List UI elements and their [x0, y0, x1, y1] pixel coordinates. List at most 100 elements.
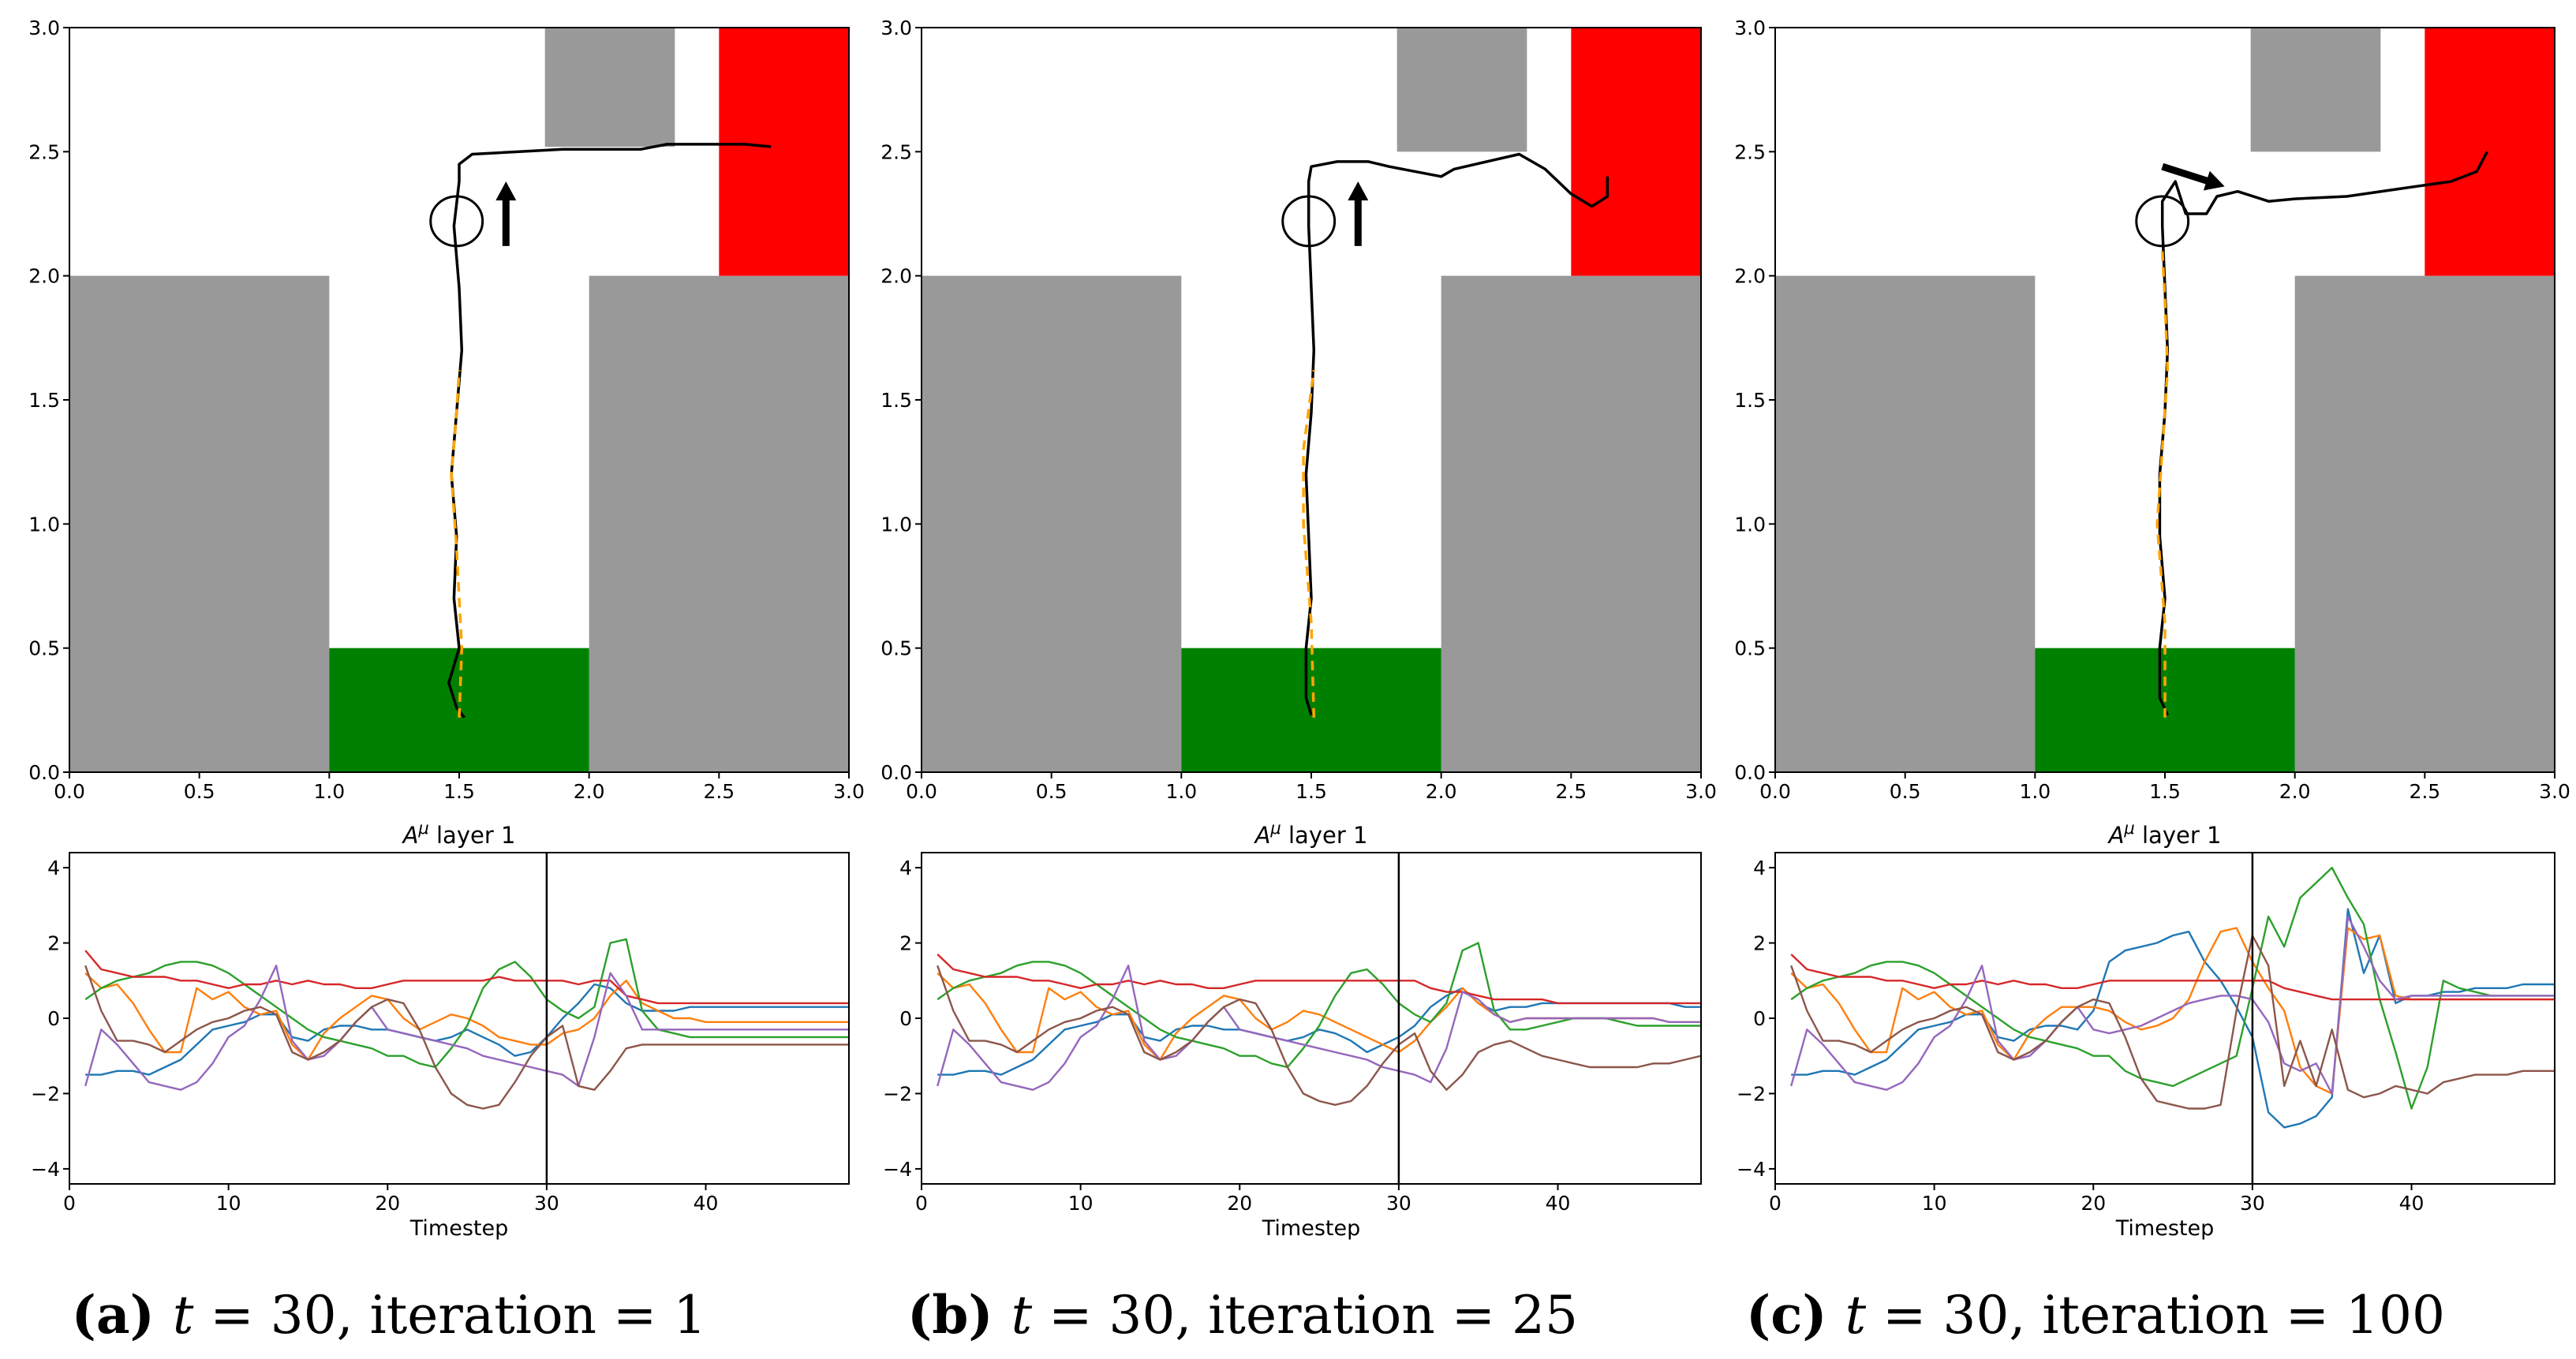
activation-title: Aμ layer 1: [402, 819, 516, 849]
focus-circle: [2135, 195, 2190, 248]
obstacle-1: [922, 275, 1182, 773]
obstacle-2: [589, 275, 849, 773]
env-ytick-label: 2.5: [28, 140, 60, 163]
title-superscript: μ: [2123, 819, 2134, 838]
series-line-5: [1790, 915, 2555, 1095]
title-text: layer 1: [1281, 822, 1368, 849]
series-line-4: [1790, 954, 2555, 1001]
planned-path-line: [450, 370, 464, 718]
act-ytick-label: 0: [899, 1007, 912, 1030]
obstacle-3: [544, 28, 675, 147]
env-ytick-label: 0.0: [28, 761, 60, 784]
arrow-shape: [2161, 162, 2225, 191]
caption-label: (a): [72, 1284, 173, 1346]
env-ytick-label: 0.0: [880, 761, 912, 784]
obstacle-2: [1441, 275, 1701, 773]
panel-b: 0.0 0.5 1.0 1.5 2.0 2.5 3.0 0.0 0.5 1.0 1.5 2.0 2.5 3…: [880, 17, 1717, 1346]
act-xtick-label: 20: [1227, 1192, 1252, 1215]
title-text: layer 1: [429, 822, 516, 849]
series-line-4: [84, 950, 849, 1005]
arrow-shape: [1348, 181, 1369, 246]
series-line-3: [1790, 866, 2555, 1110]
env-xtick-label: 0.0: [906, 780, 937, 803]
caption-variable: t: [173, 1285, 194, 1346]
env-ytick-label: 0.5: [1734, 637, 1766, 660]
series-line-1: [85, 983, 849, 1076]
act-ytick-label: 2: [1753, 932, 1766, 955]
env-xtick-label: 0.5: [184, 780, 215, 803]
act-ytick-label: 2: [899, 932, 912, 955]
planned-path-line: [1302, 369, 1316, 718]
series-line-6: [937, 965, 1702, 1107]
act-ytick-label: −2: [31, 1082, 60, 1105]
caption-text: = 30, iteration = 100: [1866, 1285, 2445, 1346]
act-xtick-label: 30: [1386, 1192, 1411, 1215]
env-xtick-label: 0.0: [1759, 780, 1791, 803]
activation-plot: Aμ layer 1 0 10 20 30 40 −4 −2 0 2 4 Timestep: [883, 819, 1702, 1241]
act-ytick-label: 4: [47, 857, 60, 879]
env-ytick-label: 0.5: [28, 637, 60, 660]
caption-text: = 30, iteration = 25: [1032, 1285, 1578, 1346]
env-ytick-label: 2.5: [1734, 140, 1766, 163]
title-text: layer 1: [2135, 822, 2222, 849]
caption-variable: t: [1011, 1285, 1033, 1346]
act-ytick-label: −4: [1737, 1158, 1766, 1181]
env-ytick-label: 3.0: [1734, 17, 1766, 39]
env-xtick-label: 0.5: [1890, 780, 1921, 803]
caption-variable: t: [1845, 1285, 1867, 1346]
caption-text: = 30, iteration = 1: [193, 1285, 706, 1346]
direction-arrow-icon: [2161, 162, 2225, 191]
env-xtick-label: 1.5: [2149, 780, 2181, 803]
env-xtick-label: 3.0: [833, 780, 865, 803]
focus-circle: [1281, 195, 1337, 248]
activation-title: Aμ layer 1: [2107, 819, 2222, 849]
panel-c: 0.0 0.5 1.0 1.5 2.0 2.5 3.0 0.0 0.5 1.0 1.5 2.0 2.5 3…: [1734, 17, 2570, 1346]
env-ytick-label: 2.0: [880, 265, 912, 288]
env-ytick-label: 0.0: [1734, 761, 1766, 784]
env-ytick-label: 1.5: [1734, 389, 1766, 412]
env-xtick-label: 1.5: [443, 780, 475, 803]
trajectory-line: [2158, 151, 2488, 716]
env-ytick-label: 1.5: [880, 389, 912, 412]
title-superscript: μ: [417, 819, 428, 838]
act-ytick-label: −2: [883, 1082, 912, 1105]
env-ytick-label: 2.5: [880, 140, 912, 163]
act-xlabel: Timestep: [409, 1216, 508, 1241]
trajectory-line: [447, 143, 772, 719]
env-xtick-label: 3.0: [2539, 780, 2570, 803]
obstacle-1: [69, 275, 330, 773]
title-symbol: A: [402, 822, 419, 849]
series-line-1: [937, 987, 1701, 1076]
env-ytick-label: 1.0: [28, 513, 60, 536]
act-xtick-label: 40: [2399, 1192, 2425, 1215]
env-ytick-label: 3.0: [28, 17, 60, 39]
act-ytick-label: 4: [1753, 857, 1766, 879]
obstacle-3: [1396, 28, 1527, 152]
env-xtick-label: 0.5: [1036, 780, 1067, 803]
goal-region: [719, 28, 849, 276]
activation-plot: Aμ layer 1 0 10 20 30 40 −4 −2 0 2 4 Timestep: [31, 819, 850, 1241]
env-ytick-label: 3.0: [880, 17, 912, 39]
act-xlabel: Timestep: [2115, 1216, 2214, 1241]
caption-label: (b): [907, 1284, 1011, 1346]
series-line-2: [937, 972, 1701, 1061]
environment-plot: 0.0 0.5 1.0 1.5 2.0 2.5 3.0 0.0 0.5 1.0 1.5 2.0 2.5 3…: [28, 17, 865, 803]
environment-plot: 0.0 0.5 1.0 1.5 2.0 2.5 3.0 0.0 0.5 1.0 1.5 2.0 2.5 3…: [880, 17, 1717, 803]
direction-arrow-icon: [495, 181, 517, 246]
series-line-4: [937, 954, 1701, 1005]
act-xtick-label: 30: [2240, 1192, 2265, 1215]
direction-arrow-icon: [1348, 181, 1369, 246]
series-line-3: [84, 938, 849, 1069]
env-xtick-label: 2.5: [1555, 780, 1587, 803]
obstacle-1: [1775, 275, 2036, 773]
act-xtick-label: 0: [63, 1192, 76, 1215]
act-ytick-label: 0: [47, 1007, 60, 1030]
title-symbol: A: [1254, 822, 1271, 849]
act-xtick-label: 40: [1546, 1192, 1571, 1215]
env-ytick-label: 1.0: [1734, 513, 1766, 536]
act-xtick-label: 10: [1068, 1192, 1094, 1215]
env-xtick-label: 2.0: [574, 780, 605, 803]
activation-title: Aμ layer 1: [1254, 819, 1368, 849]
act-xlabel: Timestep: [1262, 1216, 1360, 1241]
